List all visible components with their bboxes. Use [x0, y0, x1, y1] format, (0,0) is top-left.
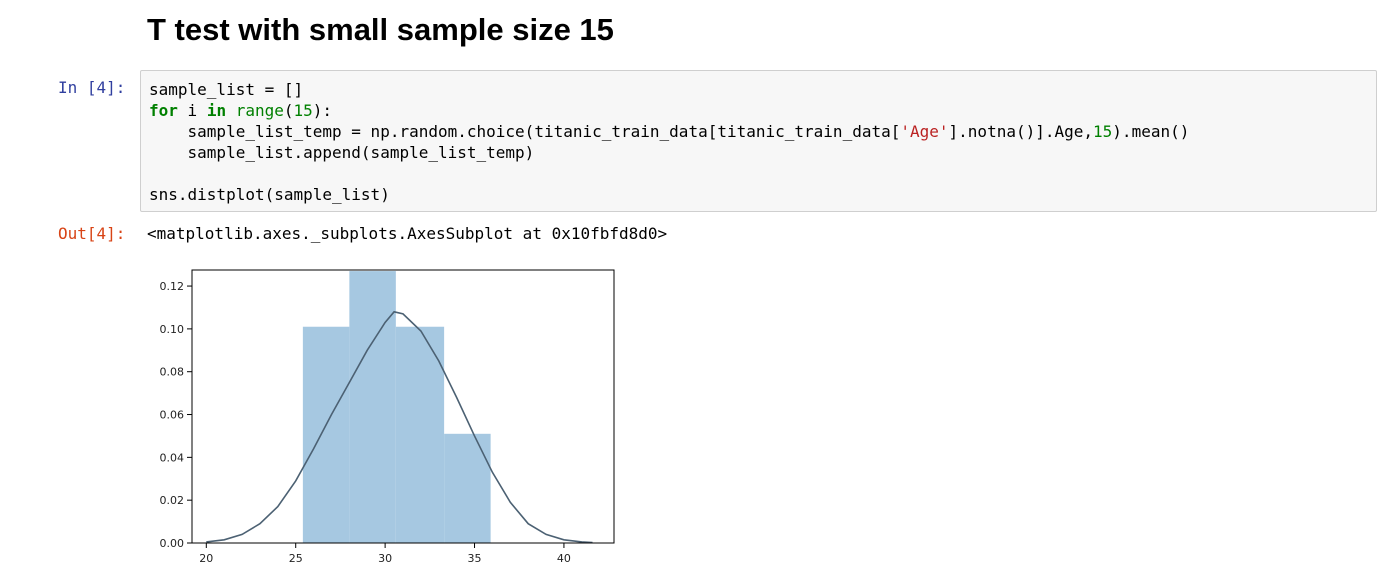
- y-axis-ticks: 0.00 0.02 0.04 0.06 0.08 0.10 0.12: [160, 280, 192, 550]
- code-token: for: [149, 101, 178, 120]
- code-token: 'Age': [900, 122, 949, 141]
- x-axis-ticks: 20 25 30 35 40: [199, 543, 571, 565]
- kde-line: [206, 310, 593, 544]
- code-token: i: [177, 101, 207, 120]
- code-token: sample_list.append(sample_list_temp): [149, 143, 535, 162]
- code-token: ).mean(): [1112, 122, 1190, 141]
- histogram-bar: [302, 326, 350, 543]
- code-token: 15: [1093, 122, 1113, 141]
- code-token: [226, 101, 236, 120]
- y-tick-label: 0.10: [160, 323, 185, 336]
- code-token: range: [235, 101, 284, 120]
- histogram-bar: [444, 433, 491, 543]
- code-line: for i in range(15):: [149, 101, 332, 120]
- y-tick-label: 0.08: [160, 366, 185, 379]
- output-prompt: Out[4]:: [58, 224, 126, 243]
- x-tick-label: 25: [289, 552, 303, 565]
- axes-frame: [191, 269, 615, 544]
- y-tick-label: 0.00: [160, 537, 185, 550]
- x-tick-label: 35: [468, 552, 482, 565]
- y-tick-label: 0.12: [160, 280, 185, 293]
- code-token: in: [206, 101, 227, 120]
- page-title: T test with small sample size 15: [147, 12, 614, 47]
- y-tick-label: 0.02: [160, 494, 185, 507]
- x-tick-label: 30: [378, 552, 392, 565]
- code-line: sample_list_temp = np.random.choice(tita…: [149, 122, 1190, 141]
- distplot-chart: 0.00 0.02 0.04 0.06 0.08 0.10 0.12 20 25 30 35 40: [160, 269, 615, 565]
- input-prompt: In [4]:: [58, 78, 126, 97]
- code-token: sns.distplot(sample_list): [149, 185, 390, 204]
- code-line: sns.distplot(sample_list): [149, 185, 390, 204]
- histogram-bar: [349, 271, 396, 543]
- y-tick-label: 0.06: [160, 409, 185, 422]
- y-tick-label: 0.04: [160, 451, 185, 464]
- x-tick-label: 40: [557, 552, 571, 565]
- code-token: ].notna()].Age,: [948, 122, 1094, 141]
- code-token: ):: [312, 101, 333, 120]
- code-token: sample_list_temp = np.random.choice(tita…: [149, 122, 901, 141]
- output-text: <matplotlib.axes._subplots.AxesSubplot a…: [147, 224, 668, 243]
- x-tick-label: 20: [199, 552, 213, 565]
- code-cell[interactable]: sample_list = [] for i in range(15): sam…: [140, 70, 1377, 212]
- code-line: sample_list.append(sample_list_temp): [149, 143, 535, 162]
- code-line: sample_list = []: [149, 80, 303, 99]
- code-token: sample_list = []: [149, 80, 304, 99]
- code-token: 15: [293, 101, 313, 120]
- code-token: (: [283, 101, 294, 120]
- histogram-bar: [395, 326, 445, 543]
- code-editor[interactable]: sample_list = [] for i in range(15): sam…: [149, 79, 1189, 205]
